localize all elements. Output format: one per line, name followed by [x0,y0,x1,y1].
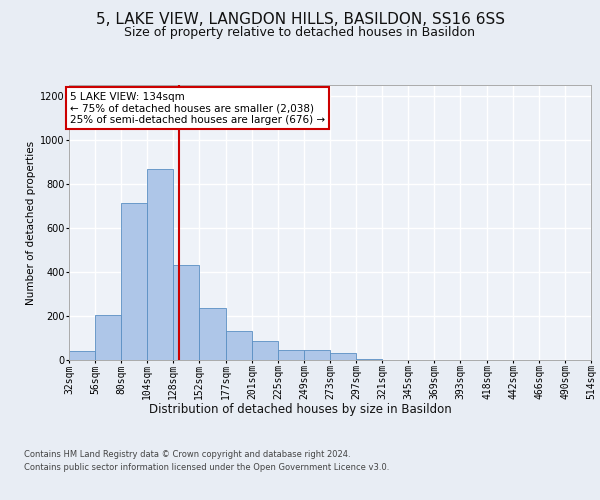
Bar [121,202,147,360]
Bar [147,168,173,360]
Bar [95,315,121,360]
Text: Size of property relative to detached houses in Basildon: Size of property relative to detached ho… [125,26,476,39]
Bar [69,351,95,360]
Bar [173,266,199,360]
Y-axis label: Number of detached properties: Number of detached properties [26,140,36,304]
Text: Distribution of detached houses by size in Basildon: Distribution of detached houses by size … [149,402,451,415]
Bar [252,342,278,360]
Text: 5, LAKE VIEW, LANGDON HILLS, BASILDON, SS16 6SS: 5, LAKE VIEW, LANGDON HILLS, BASILDON, S… [95,12,505,28]
Bar [226,332,252,360]
Text: Contains public sector information licensed under the Open Government Licence v3: Contains public sector information licen… [24,462,389,471]
Bar [356,359,382,360]
Bar [330,354,356,360]
Text: 5 LAKE VIEW: 134sqm
← 75% of detached houses are smaller (2,038)
25% of semi-det: 5 LAKE VIEW: 134sqm ← 75% of detached ho… [70,92,325,125]
Bar [199,308,226,360]
Bar [278,350,304,360]
Bar [304,350,330,360]
Text: Contains HM Land Registry data © Crown copyright and database right 2024.: Contains HM Land Registry data © Crown c… [24,450,350,459]
